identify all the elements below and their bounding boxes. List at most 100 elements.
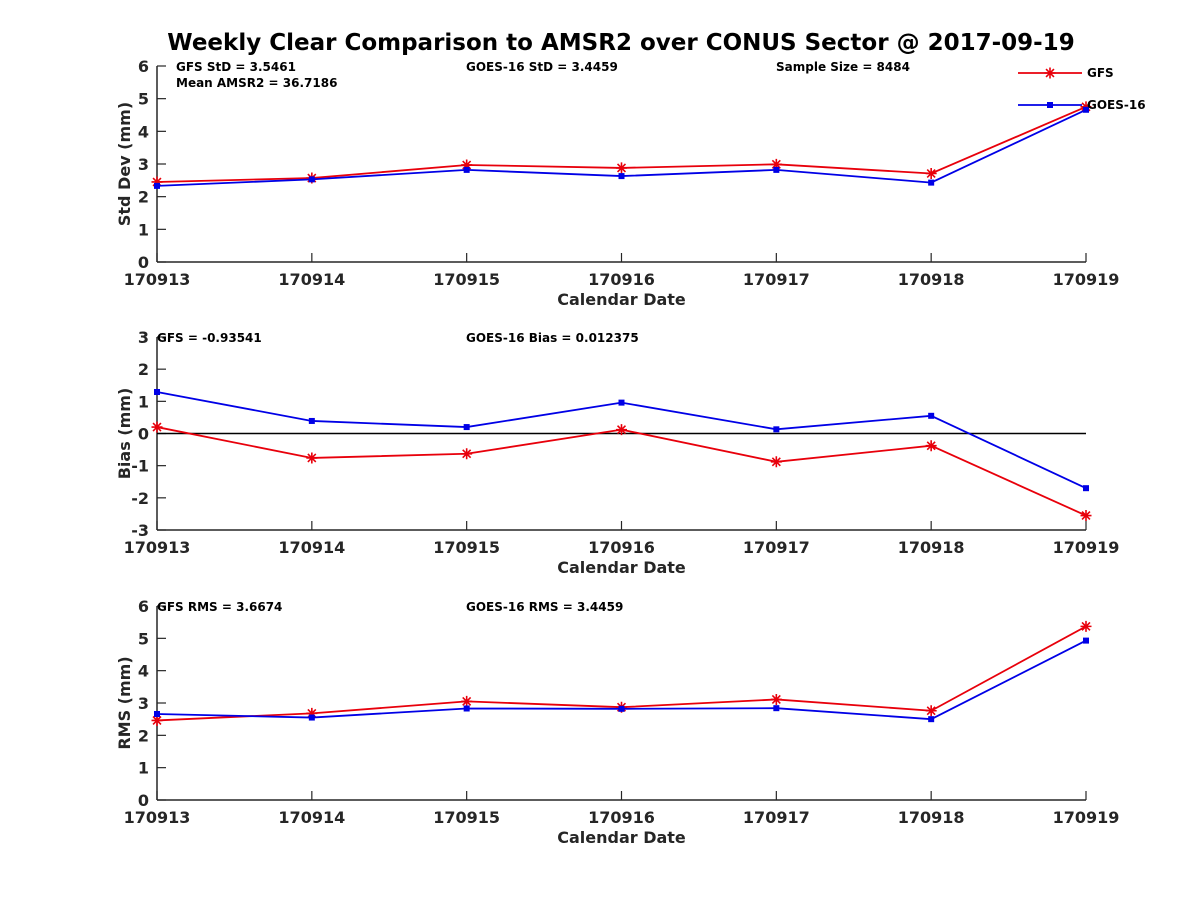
panel2-x-tick-label: 170917 <box>743 538 810 557</box>
panel2-goes-16-point <box>1083 485 1089 492</box>
panel1-x-tick-label: 170914 <box>278 270 345 289</box>
panel3-goes-16-point <box>1083 637 1089 644</box>
panel2-goes-16-point <box>154 389 160 396</box>
panel1-annotation: Mean AMSR2 = 36.7186 <box>176 76 337 90</box>
panel2-x-tick-label: 170913 <box>124 538 191 557</box>
panel3-x-tick-label: 170917 <box>743 808 810 827</box>
panel3-gfs-point <box>461 695 473 707</box>
panel2-y-tick-label: 0 <box>138 425 149 444</box>
panel1-y-tick-label: 5 <box>138 90 149 109</box>
panel3-y-tick-label: 5 <box>138 629 149 648</box>
panel3-goes-16-point <box>773 705 780 712</box>
panel3-x-tick-label: 170913 <box>124 808 191 827</box>
panel3-annotation: GOES-16 RMS = 3.4459 <box>466 600 623 614</box>
legend-goes-16-marker <box>1047 102 1053 108</box>
panel3-goes-16-point <box>154 710 160 717</box>
panel3-gfs-point <box>1080 620 1092 632</box>
panel1-gfs-point <box>925 167 937 179</box>
panel3-x-tick-label: 170918 <box>898 808 965 827</box>
panel1-gfs-point <box>770 158 782 170</box>
panel2-x-axis-label: Calendar Date <box>557 558 686 577</box>
panel1-y-axis-label: Std Dev (mm) <box>115 102 134 226</box>
panel2-y-tick-label: 3 <box>138 328 149 347</box>
panel2-y-tick-label: -2 <box>131 489 149 508</box>
panel1-goes-16-point <box>463 166 470 173</box>
panel2-y-axis-label: Bias (mm) <box>115 388 134 480</box>
panel2-goes-16-point <box>773 426 780 433</box>
panel3-gfs-point <box>770 693 782 705</box>
panel2-x-tick-label: 170918 <box>898 538 965 557</box>
panel1-annotation: Sample Size = 8484 <box>776 60 910 74</box>
panel1-goes-16-point <box>1083 106 1089 113</box>
panel1-y-tick-label: 1 <box>138 220 149 239</box>
panel1-annotation: GOES-16 StD = 3.4459 <box>466 60 618 74</box>
legend-gfs-label: GFS <box>1087 66 1114 80</box>
panel3-y-tick-label: 1 <box>138 759 149 778</box>
panel2-x-tick-label: 170919 <box>1053 538 1120 557</box>
panel1-annotation: GFS StD = 3.5461 <box>176 60 296 74</box>
panel2-goes-16-point <box>928 412 935 419</box>
panel2-goes-16-point <box>463 424 470 431</box>
panel3-y-tick-label: 3 <box>138 694 149 713</box>
panel3-y-tick-label: 6 <box>138 597 149 616</box>
panel2-annotation: GFS = -0.93541 <box>157 331 262 345</box>
panel2-y-tick-label: -3 <box>131 521 149 540</box>
panel3-gfs-point <box>306 707 318 719</box>
panel1-x-tick-label: 170915 <box>433 270 500 289</box>
panel2-x-tick-label: 170914 <box>278 538 345 557</box>
panel1-x-tick-label: 170916 <box>588 270 655 289</box>
panel1-x-tick-label: 170919 <box>1053 270 1120 289</box>
panel3-x-tick-label: 170919 <box>1053 808 1120 827</box>
panel3-goes-16-point <box>928 716 935 723</box>
panel1-goes-16-point <box>154 182 160 189</box>
panel2-gfs-point <box>461 448 473 460</box>
panel3-y-axis-label: RMS (mm) <box>115 656 134 749</box>
panel2-gfs-point <box>1080 510 1092 522</box>
panel1-y-tick-label: 4 <box>138 122 149 141</box>
panel2-goes-16-point <box>618 399 625 406</box>
panel1-goes-16-point <box>618 173 625 180</box>
panel1-x-tick-label: 170913 <box>124 270 191 289</box>
panel1-gfs-point <box>151 176 163 188</box>
panel3-y-tick-label: 2 <box>138 726 149 745</box>
panel2-y-tick-label: 1 <box>138 392 149 411</box>
panel3-goes-16-point <box>308 714 315 721</box>
panel2-goes-16-point <box>308 417 315 424</box>
panel3-goes-16-point <box>463 705 470 712</box>
panel1-goes-16-point <box>308 176 315 183</box>
panel1-y-tick-label: 6 <box>138 57 149 76</box>
panel1-x-tick-label: 170918 <box>898 270 965 289</box>
panel2-goes-16-line <box>156 391 1087 489</box>
panel1-x-tick-label: 170917 <box>743 270 810 289</box>
panel3-x-tick-label: 170915 <box>433 808 500 827</box>
panel3-goes-16-point <box>618 705 625 712</box>
panel2-y-tick-label: 2 <box>138 360 149 379</box>
panel3-gfs-point <box>925 705 937 717</box>
panel2-x-tick-label: 170915 <box>433 538 500 557</box>
panel2-gfs-point <box>306 452 318 464</box>
panel2-annotation: GOES-16 Bias = 0.012375 <box>466 331 639 345</box>
panel3-x-axis-label: Calendar Date <box>557 828 686 847</box>
panel3-gfs-point <box>151 714 163 726</box>
panel1-gfs-point <box>461 159 473 171</box>
legend-gfs-marker <box>1044 67 1056 79</box>
panel1-goes-16-point <box>773 166 780 173</box>
panel3-y-tick-label: 0 <box>138 791 149 810</box>
panel1-y-tick-label: 3 <box>138 155 149 174</box>
panel1-x-axis-label: Calendar Date <box>557 290 686 309</box>
panel3-y-tick-label: 4 <box>138 662 149 681</box>
panel2-gfs-point <box>925 440 937 452</box>
panel1-y-tick-label: 2 <box>138 188 149 207</box>
panel2-gfs-point <box>616 424 627 436</box>
panel3-x-tick-label: 170916 <box>588 808 655 827</box>
panel1-y-tick-label: 0 <box>138 253 149 272</box>
figure-title: Weekly Clear Comparison to AMSR2 over CO… <box>167 30 1075 56</box>
panel2-y-tick-label: -1 <box>131 457 149 476</box>
panel2-gfs-point <box>151 421 163 433</box>
panel1-gfs-point <box>616 162 627 174</box>
panel2-x-tick-label: 170916 <box>588 538 655 557</box>
panel3-x-tick-label: 170914 <box>278 808 345 827</box>
panel2-gfs-point <box>770 456 782 468</box>
